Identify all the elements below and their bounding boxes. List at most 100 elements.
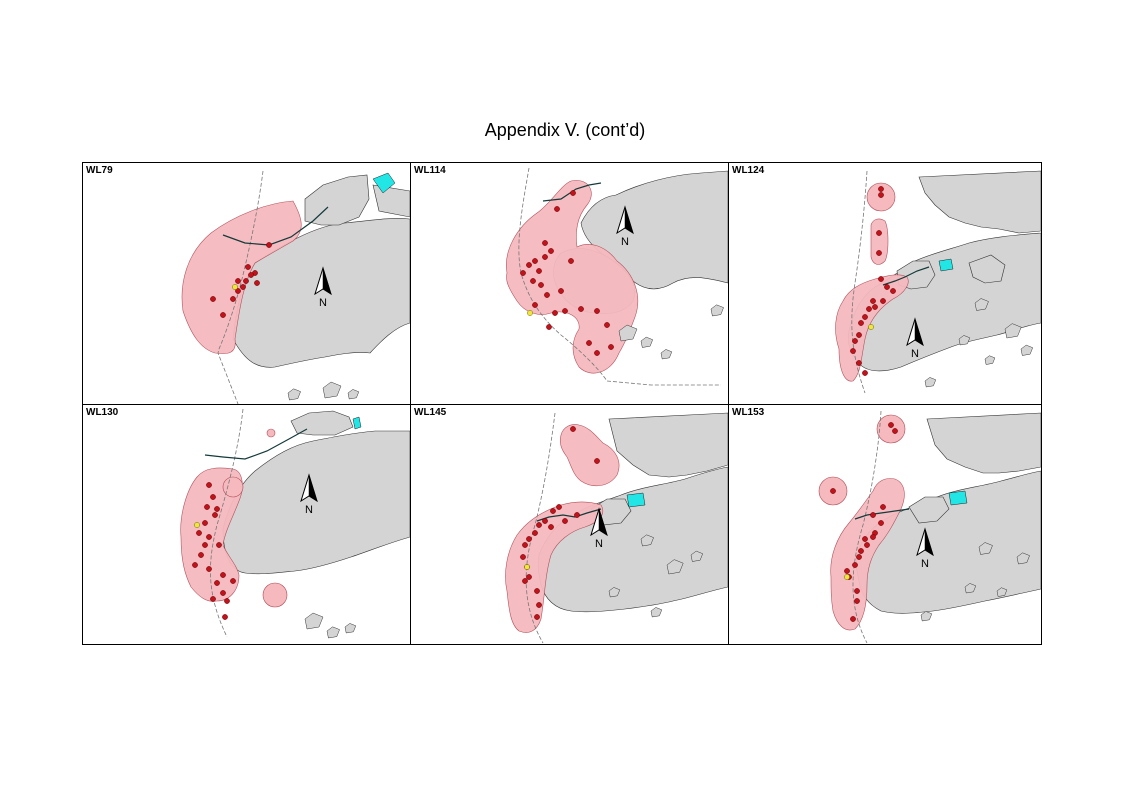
sighting-point (568, 258, 574, 264)
sighting-point (210, 296, 216, 302)
sighting-point (862, 314, 868, 320)
islet (650, 607, 663, 618)
sighting-point (534, 614, 540, 620)
sighting-point (240, 284, 246, 290)
highlight-sighting-point (194, 522, 200, 528)
islet (660, 349, 673, 360)
islet (978, 542, 993, 555)
sighting-point (254, 280, 260, 286)
sighting-point (876, 250, 882, 256)
sighting-point (534, 588, 540, 594)
sighting-point (198, 552, 204, 558)
sighting-point (538, 282, 544, 288)
sighting-point (856, 360, 862, 366)
home-range-area (876, 414, 906, 444)
sighting-point (210, 596, 216, 602)
home-range-area (505, 501, 604, 633)
boundary-line (525, 412, 556, 644)
sighting-point (526, 262, 532, 268)
land-mass (908, 496, 950, 524)
home-range-area (262, 582, 288, 608)
sighting-point (520, 554, 526, 560)
panel-label: WL114 (414, 165, 446, 176)
sighting-point (864, 542, 870, 548)
land-mass (608, 412, 728, 478)
map-panel-wl145: WL145 N (411, 405, 728, 644)
islet (287, 388, 301, 401)
sighting-point (245, 264, 251, 270)
sighting-point (878, 520, 884, 526)
islet (690, 550, 704, 562)
north-label: N (305, 504, 313, 516)
highlight-sighting-point (844, 574, 850, 580)
home-range-area (266, 428, 276, 438)
map-canvas: N (506, 167, 728, 386)
islet (920, 611, 933, 622)
sighting-point (210, 494, 216, 500)
panel-divider (410, 163, 411, 644)
islet (996, 587, 1008, 597)
sighting-point (206, 566, 212, 572)
islet (1020, 344, 1034, 356)
home-range-area (830, 478, 905, 631)
sighting-point (594, 308, 600, 314)
sighting-point (578, 306, 584, 312)
islet (344, 623, 357, 634)
sighting-point (526, 536, 532, 542)
sighting-point (542, 254, 548, 260)
sighting-point (586, 340, 592, 346)
road-line (204, 428, 308, 460)
sighting-point (844, 568, 850, 574)
sighting-point (542, 518, 548, 524)
islet (1004, 323, 1022, 339)
north-label: N (911, 348, 919, 360)
land-mass (304, 174, 370, 226)
north-label: N (621, 236, 629, 248)
sighting-point (852, 338, 858, 344)
road-line (882, 266, 930, 286)
sighting-point (536, 522, 542, 528)
sighting-point (890, 288, 896, 294)
sighting-point (570, 190, 576, 196)
sighting-point (876, 230, 882, 236)
sighting-point (550, 508, 556, 514)
land-mass (926, 412, 1041, 474)
land-mass (968, 254, 1006, 284)
map-canvas: N (818, 410, 1041, 644)
sighting-point (536, 602, 542, 608)
sighting-point (856, 332, 862, 338)
sighting-point (230, 578, 236, 584)
panel-divider (728, 163, 729, 644)
map-panel-wl114: WL114 N (411, 163, 728, 404)
sighting-point (522, 578, 528, 584)
road-line (222, 206, 329, 246)
water-feature (352, 416, 362, 430)
sighting-point (532, 530, 538, 536)
sighting-point (850, 348, 856, 354)
sighting-point (220, 590, 226, 596)
islet (347, 389, 360, 400)
sighting-point (552, 310, 558, 316)
sighting-point (862, 370, 868, 376)
sighting-point (224, 598, 230, 604)
home-range-area (835, 274, 909, 382)
islet (1016, 552, 1030, 565)
boundary-line (852, 410, 882, 644)
sighting-point (870, 298, 876, 304)
north-arrow-shade (914, 318, 924, 346)
sighting-point (266, 242, 272, 248)
sighting-point (556, 504, 562, 510)
islet (322, 381, 342, 399)
sighting-point (243, 278, 249, 284)
sighting-point (546, 324, 552, 330)
north-label: N (921, 558, 929, 570)
panel-label: WL130 (86, 407, 119, 418)
sighting-point (206, 482, 212, 488)
water-feature (938, 258, 954, 272)
islet (958, 335, 971, 346)
islet (608, 587, 621, 598)
sighting-point (562, 518, 568, 524)
map-canvas: N (180, 408, 410, 639)
islet (640, 534, 654, 547)
home-range-area (222, 476, 244, 498)
